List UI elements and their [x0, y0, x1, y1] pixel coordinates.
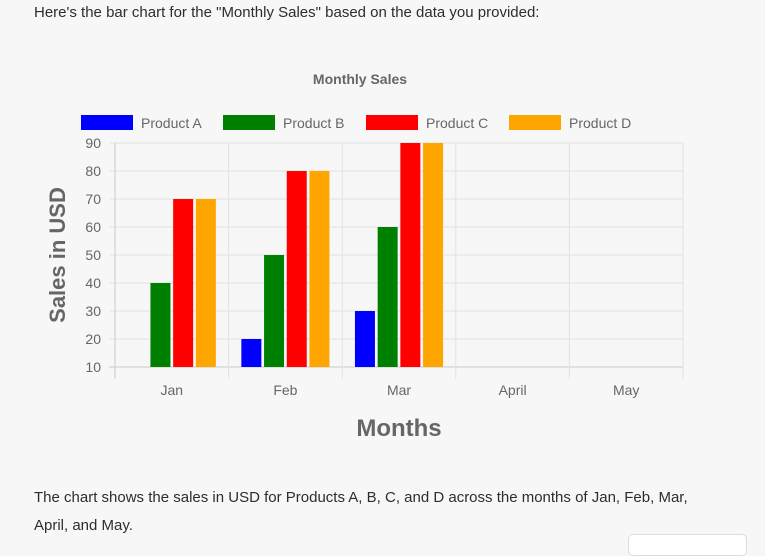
bar-product-a-feb [241, 339, 262, 367]
bar-product-b-mar [377, 227, 398, 367]
legend-swatch [509, 115, 561, 130]
y-tick-label: 20 [85, 331, 101, 347]
legend-swatch [223, 115, 275, 130]
y-tick-label: 30 [85, 303, 101, 319]
x-axis-label: Months [356, 415, 441, 442]
y-tick-label: 90 [85, 135, 101, 151]
input-box-edge [628, 534, 747, 556]
legend-label: Product C [426, 115, 488, 131]
legend-swatch [366, 115, 418, 130]
x-tick-label: April [499, 382, 527, 398]
bar-product-d-jan [195, 199, 216, 367]
bar-product-b-feb [264, 255, 285, 367]
legend-label: Product D [569, 115, 631, 131]
bar-product-c-mar [400, 143, 421, 367]
bar-chart: Monthly Sales Sales in USD Months 10 20 30… [45, 71, 684, 442]
y-axis-label: Sales in USD [45, 187, 70, 323]
bar-product-b-jan [150, 283, 171, 367]
x-tick-label: May [613, 382, 639, 398]
bar-product-c-feb [286, 171, 307, 367]
y-tick-label: 80 [85, 163, 101, 179]
chart-title: Monthly Sales [313, 71, 407, 87]
intro-text: Here's the bar chart for the "Monthly Sa… [34, 4, 540, 21]
legend-swatch [81, 115, 133, 130]
x-tick-label: Jan [161, 382, 184, 398]
y-tick-label: 40 [85, 275, 101, 291]
y-tick-label: 70 [85, 191, 101, 207]
bar-product-d-feb [309, 171, 330, 367]
bar-product-c-jan [173, 199, 194, 367]
legend-label: Product A [141, 115, 202, 131]
summary-text: The chart shows the sales in USD for Pro… [34, 489, 688, 534]
y-tick-label: 60 [85, 219, 101, 235]
bar-product-a-mar [354, 311, 375, 367]
y-tick-label: 50 [85, 247, 101, 263]
legend-label: Product B [283, 115, 344, 131]
x-tick-label: Mar [387, 382, 411, 398]
bar-product-d-mar [423, 143, 444, 367]
x-tick-label: Feb [273, 382, 297, 398]
y-tick-label: 10 [85, 359, 101, 375]
